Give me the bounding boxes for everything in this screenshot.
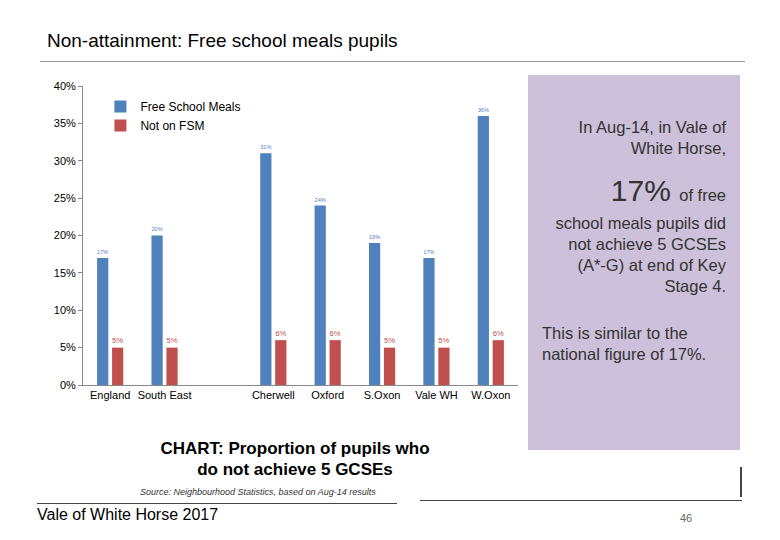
svg-text:6%: 6%: [330, 329, 341, 338]
svg-text:5%: 5%: [384, 336, 395, 345]
html-text:This is similar to the nationa: This is similar to the national figure o…: [542, 324, 707, 363]
svg-text:S.Oxon: S.Oxon: [364, 389, 401, 401]
html-text:In Aug-14, in Vale of White Ho: In Aug-14, in Vale of White Horse,: [578, 118, 726, 157]
svg-text:20%: 20%: [151, 226, 162, 232]
svg-text:6%: 6%: [493, 329, 504, 338]
svg-text:South East: South East: [138, 389, 192, 401]
svg-text:10%: 10%: [54, 304, 76, 316]
svg-text:5%: 5%: [166, 336, 177, 345]
html-text:17% of free: 17% of free: [610, 174, 726, 207]
html-text:Source: Neighbourhood Statisti: Source: Neighbourhood Statistics, based …: [140, 487, 376, 497]
svg-text:W.Oxon: W.Oxon: [471, 389, 510, 401]
svg-text:Not on FSM: Not on FSM: [140, 119, 204, 133]
svg-text:0%: 0%: [60, 379, 76, 391]
svg-text:Free School Meals: Free School Meals: [140, 100, 240, 114]
svg-text:5%: 5%: [438, 336, 449, 345]
svg-text:20%: 20%: [54, 229, 76, 241]
svg-text:17%: 17%: [423, 249, 434, 255]
svg-text:Oxford: Oxford: [311, 389, 344, 401]
html-text:46: 46: [680, 512, 693, 524]
html-text:CHART: Proportion of pupils wh: CHART: Proportion of pupils who do not a…: [160, 439, 430, 479]
html-text:Vale of White Horse 2017: Vale of White Horse 2017: [37, 506, 219, 523]
svg-text:17%: 17%: [97, 249, 108, 255]
svg-text:25%: 25%: [54, 192, 76, 204]
svg-text:35%: 35%: [54, 117, 76, 129]
svg-text:30%: 30%: [54, 155, 76, 167]
svg-text:40%: 40%: [54, 80, 76, 92]
svg-text:Vale WH: Vale WH: [415, 389, 458, 401]
svg-text:6%: 6%: [275, 329, 286, 338]
svg-text:19%: 19%: [369, 234, 380, 240]
svg-text:31%: 31%: [260, 144, 271, 150]
html-text:school meals pupils did not ac: school meals pupils did not achieve 5 GC…: [555, 214, 726, 295]
svg-text:England: England: [90, 389, 130, 401]
svg-text:36%: 36%: [478, 107, 489, 113]
svg-text:15%: 15%: [54, 267, 76, 279]
svg-text:24%: 24%: [315, 197, 326, 203]
svg-text:5%: 5%: [60, 341, 76, 353]
svg-text:5%: 5%: [112, 336, 123, 345]
svg-text:Cherwell: Cherwell: [252, 389, 295, 401]
html-text:Non-attainment: Free school me: Non-attainment: Free school meals pupils: [47, 30, 398, 51]
